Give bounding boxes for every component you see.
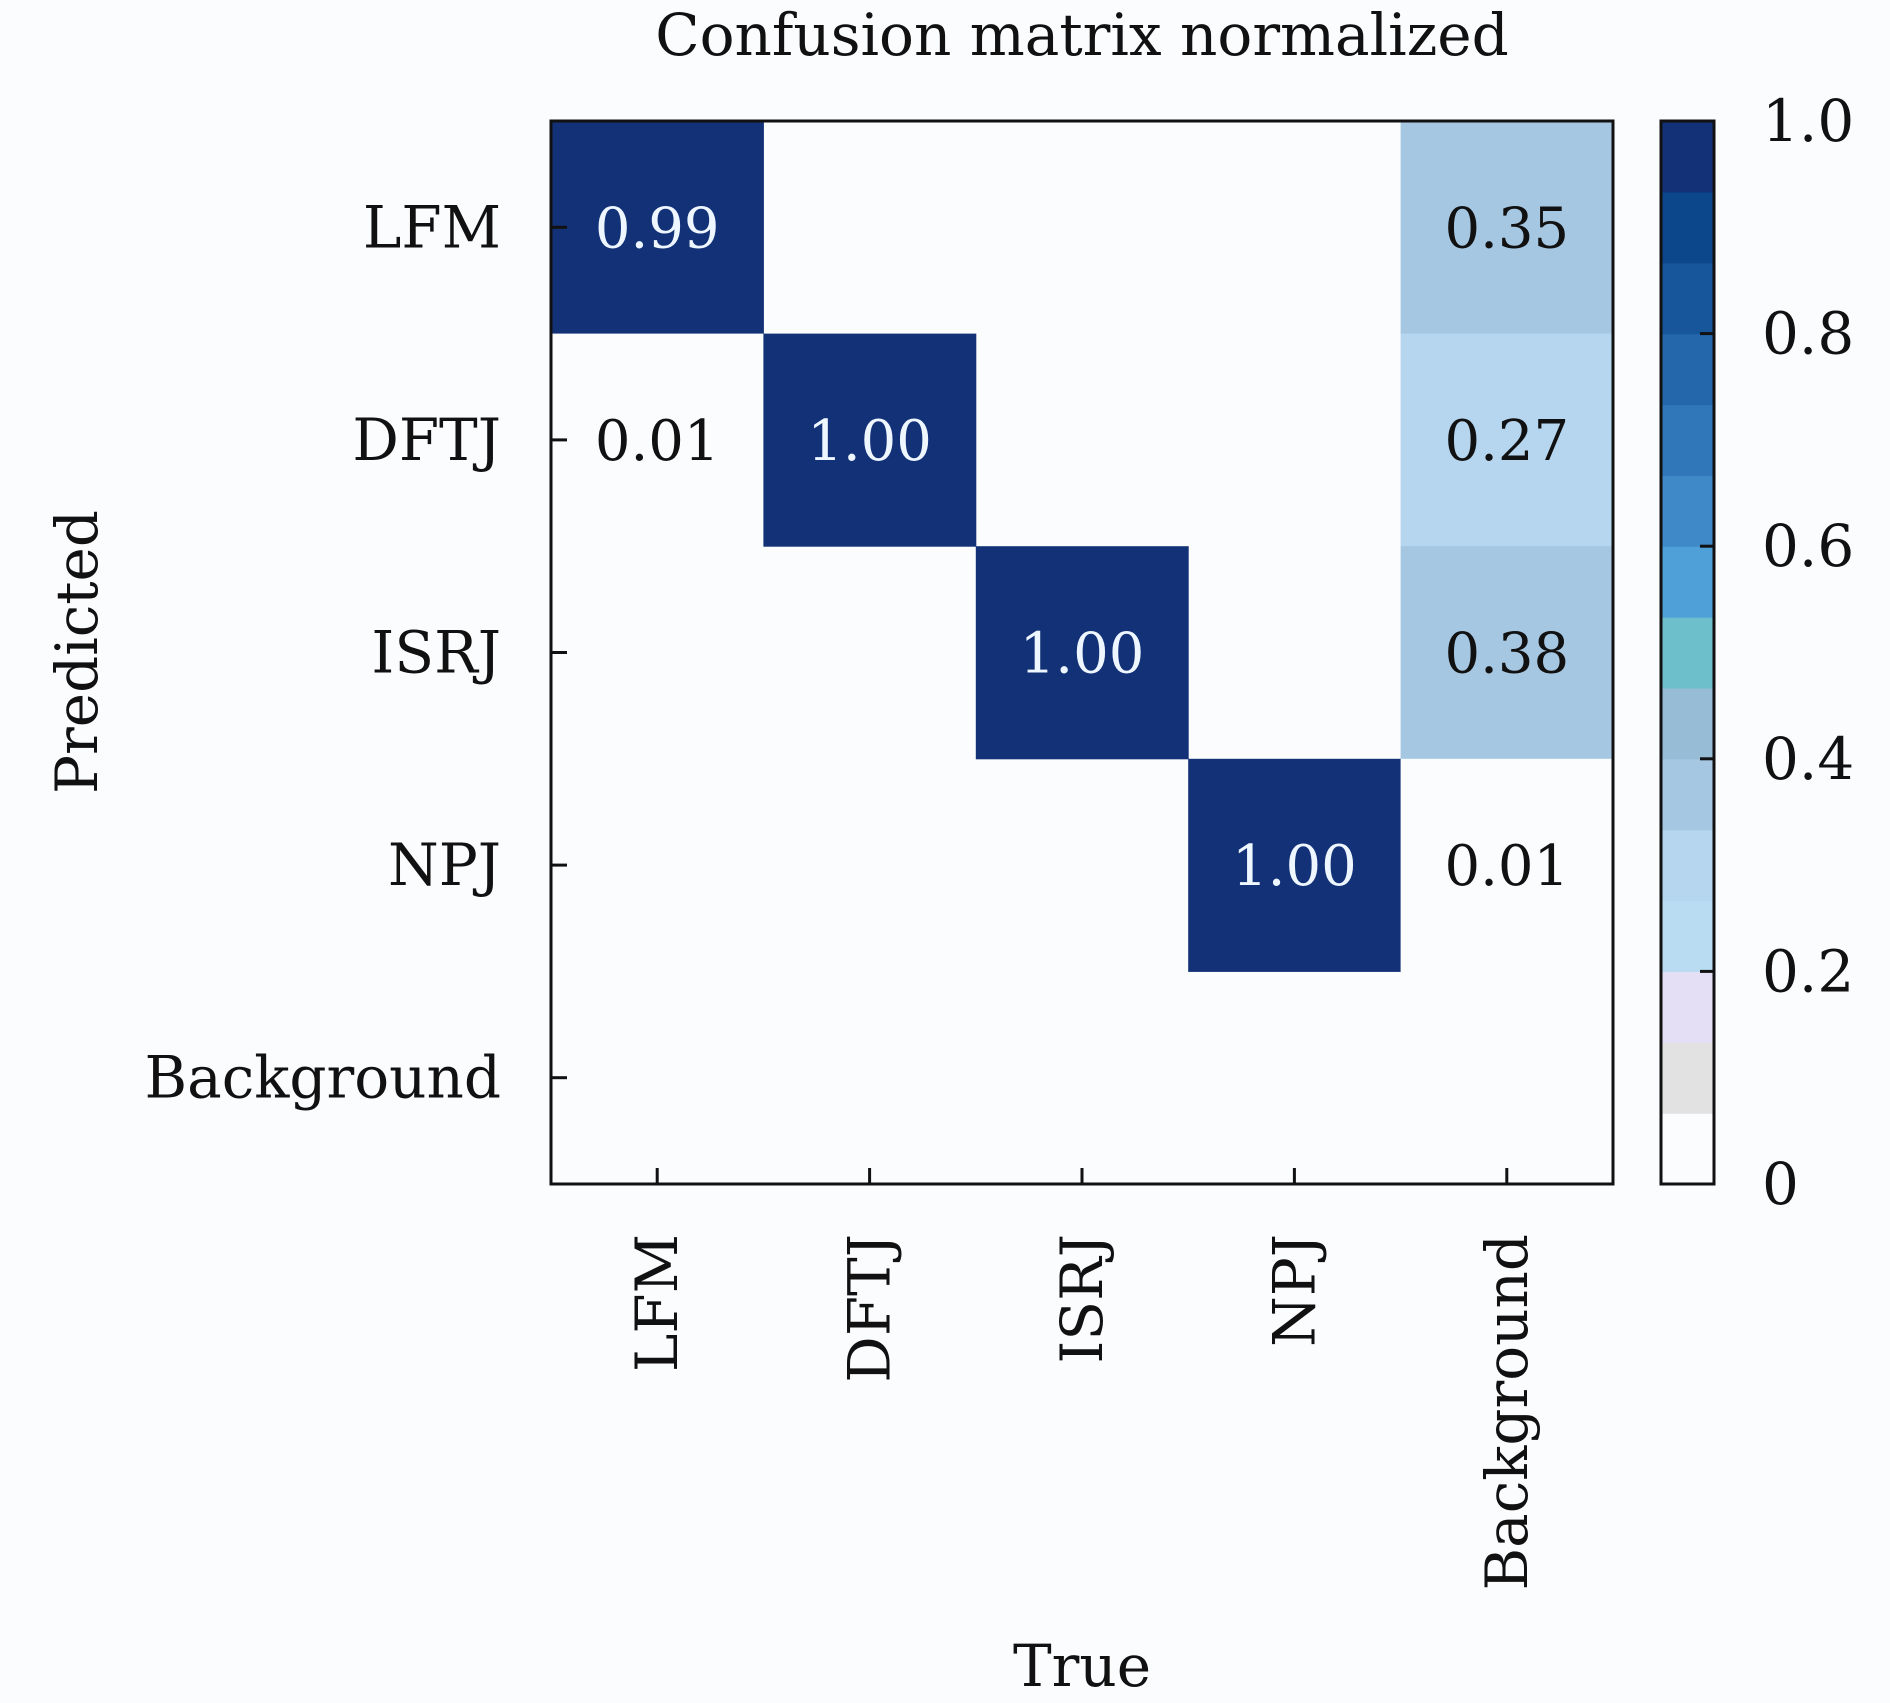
colorbar-segment [1661,333,1714,406]
colorbar-segment [1661,829,1714,902]
cell-value-label: 0.99 [595,196,720,261]
y-tick-label: NPJ [388,831,501,899]
colorbar-segment [1661,758,1714,831]
y-tick-label: DFTJ [352,406,501,474]
y-tick-label: ISRJ [371,619,501,687]
heatmap-cell [1400,121,1614,335]
colorbar-segment [1661,404,1714,476]
colorbar-tick-label: 0.4 [1762,725,1854,793]
y-tick-label: Background [145,1044,501,1112]
heatmap-cell [975,546,1189,760]
heatmap-cell [551,333,764,547]
colorbar-tick-label: 0.8 [1762,300,1854,368]
colorbar-frame [1659,119,1716,1186]
colorbar-segment [1661,262,1714,335]
heatmap-cell [1400,546,1614,760]
cell-value-label: 0.01 [595,409,720,474]
x-tick-label: DFTJ [836,1234,904,1383]
colorbar-segment [1661,1042,1714,1114]
colorbar-segment [1661,617,1714,689]
cell-value-label: 0.01 [1444,834,1569,899]
colorbar-tick-label: 1.0 [1762,87,1854,155]
y-axis-label: Predicted [43,510,111,794]
colorbar-segment [1661,546,1714,618]
colorbar-segment [1661,191,1714,264]
colorbar-segment [1661,971,1714,1043]
colorbar-tick-label: 0.2 [1762,937,1854,1005]
x-tick-label: LFM [623,1234,691,1372]
cell-value-label: 0.35 [1444,196,1569,261]
colorbar-segment [1661,475,1714,547]
heatmap-cell [763,333,977,547]
x-tick-label: ISRJ [1048,1234,1116,1364]
heatmap-cell [1188,758,1402,972]
cell-value-label: 0.38 [1444,622,1569,687]
heatmap-cell [551,121,764,335]
x-tick-label: Background [1473,1234,1541,1590]
colorbar-tick-label: 0.6 [1762,512,1854,580]
colorbar-segment [1661,121,1714,193]
heatmap-cells [551,121,1614,972]
heatmap-cell-labels: 0.99 0.35 0.01 1.00 0.27 1.00 0.38 1.00 0.01 [595,196,1569,899]
colorbar-tick-label: 0 [1762,1150,1799,1218]
chart-title: Confusion matrix normalized [655,1,1509,69]
cell-value-label: 1.00 [1232,834,1357,899]
heatmap-cell [1400,758,1614,972]
cell-value-label: 1.00 [1020,622,1145,687]
colorbar-segment [1661,1113,1714,1185]
heatmap-cell [1400,333,1614,547]
cell-value-label: 1.00 [807,409,932,474]
cell-value-label: 0.27 [1444,409,1569,474]
colorbar-segment [1661,900,1714,972]
colorbar: 0 0.2 0.4 0.6 0.8 1.0 [1659,87,1854,1218]
x-axis-label: True [1013,1632,1151,1700]
colorbar-segment [1661,687,1714,760]
y-tick-label: LFM [363,193,501,261]
x-tick-label: NPJ [1260,1234,1328,1347]
x-axis-ticks: LFM DFTJ ISRJ NPJ Background [623,1168,1541,1590]
y-axis-ticks: LFM DFTJ ISRJ NPJ Background [145,193,567,1112]
